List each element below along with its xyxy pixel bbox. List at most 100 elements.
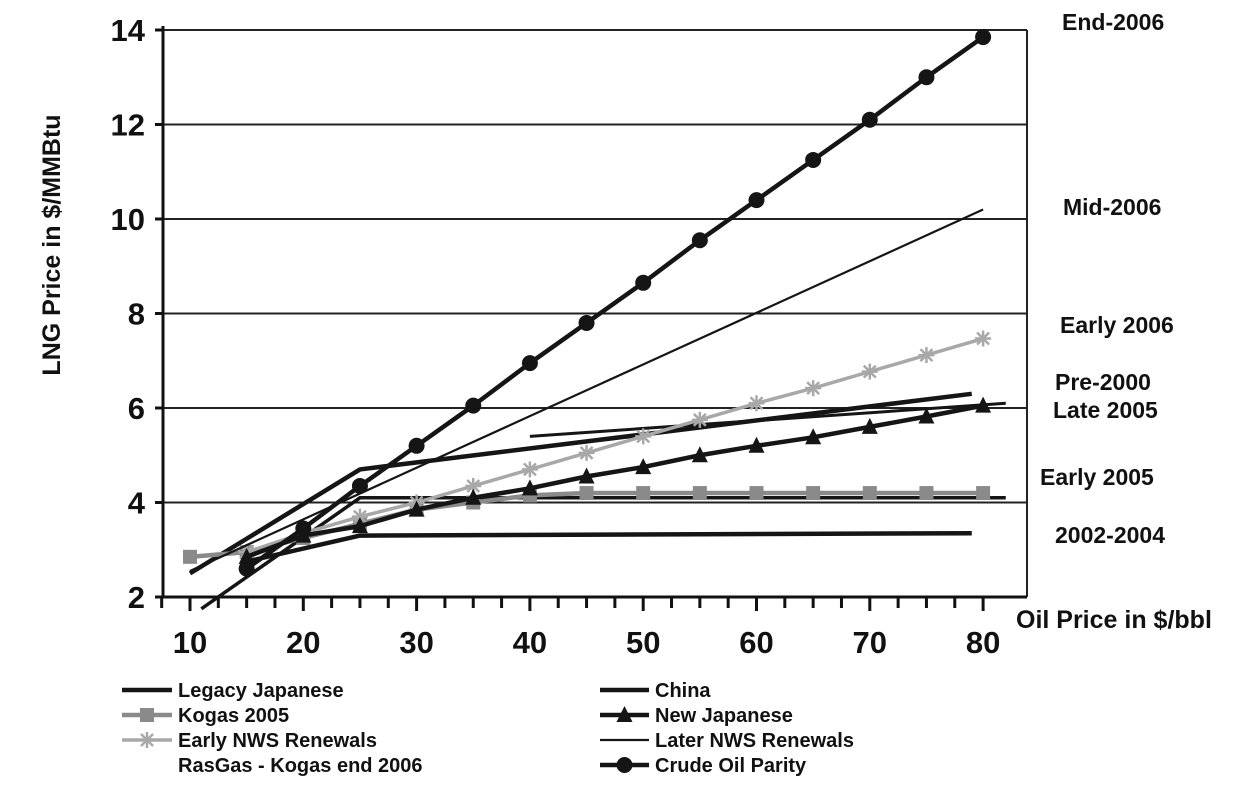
data-point-early-nws-renewals-4 (465, 477, 482, 494)
legend-marker-early-nws-renewals (139, 732, 155, 748)
annotation-end-2006: End-2006 (1062, 9, 1164, 35)
legend-marker-kogas-2005 (140, 708, 154, 722)
legend-marker-new-japanese (616, 706, 633, 722)
data-point-kogas-2005-13 (919, 486, 934, 501)
series-legacy-japanese (188, 391, 973, 576)
legend-label-china: China (655, 680, 711, 702)
chart-series (183, 29, 1006, 611)
legend-item-china: China (600, 680, 711, 702)
data-point-kogas-2005-10 (749, 486, 764, 501)
series-line-china (246, 530, 972, 564)
y-tick-label-14: 14 (111, 13, 146, 48)
x-tick-label-20: 20 (286, 625, 320, 660)
series-crude-oil-parity (238, 29, 992, 577)
legend-label-early-nws-renewals: Early NWS Renewals (178, 730, 377, 752)
data-point-crude-oil-parity-1 (295, 520, 312, 537)
data-point-kogas-2005-12 (862, 486, 877, 501)
data-point-crude-oil-parity-7 (635, 274, 652, 291)
data-point-crude-oil-parity-13 (975, 29, 992, 46)
legend-item-early-nws-renewals: Early NWS Renewals (122, 730, 377, 752)
data-point-crude-oil-parity-9 (748, 192, 765, 209)
data-point-kogas-2005-14 (976, 486, 991, 501)
data-point-new-japanese-2 (351, 517, 368, 534)
data-point-kogas-2005-8 (636, 486, 651, 501)
legend-label-kogas-2005: Kogas 2005 (178, 705, 289, 727)
data-point-kogas-2005-9 (692, 486, 707, 501)
data-point-new-japanese-7 (635, 458, 652, 475)
annotation-2002-2004: 2002-2004 (1055, 522, 1165, 548)
y-tick-label-2: 2 (128, 580, 145, 615)
legend-item-kogas-2005: Kogas 2005 (122, 705, 289, 727)
legend-label-later-nws-renewals: Later NWS Renewals (655, 730, 854, 752)
x-tick-label-10: 10 (173, 625, 207, 660)
legend-item-new-japanese: New Japanese (600, 705, 793, 727)
data-point-new-japanese-6 (578, 467, 595, 484)
y-tick-label-12: 12 (111, 108, 145, 143)
data-point-new-japanese-8 (691, 446, 708, 463)
y-axis-title: LNG Price in $/MMBtu (38, 114, 66, 375)
data-point-crude-oil-parity-0 (238, 560, 255, 577)
data-point-crude-oil-parity-6 (578, 314, 595, 331)
x-tick-label-40: 40 (513, 625, 547, 660)
y-tick-label-6: 6 (128, 391, 145, 426)
data-point-new-japanese-4 (465, 488, 482, 505)
grid-lines (163, 29, 1028, 597)
axes: 2 4 6 8 10 12 14 10 20 30 40 50 60 70 80 (111, 13, 1027, 660)
data-point-early-nws-renewals-5 (521, 461, 538, 478)
data-point-crude-oil-parity-3 (408, 437, 425, 454)
legend-item-legacy-japanese: Legacy Japanese (122, 680, 344, 702)
data-point-new-japanese-9 (748, 436, 765, 453)
legend-item-crude-oil-parity: Crude Oil Parity (600, 755, 807, 777)
data-point-crude-oil-parity-5 (521, 355, 538, 372)
annotation-pre-2000: Pre-2000 (1055, 369, 1151, 395)
y-tick-label-4: 4 (128, 486, 146, 521)
data-point-new-japanese-13 (975, 396, 992, 413)
series-line-new-japanese (245, 403, 984, 559)
period-annotations: End-2006 Mid-2006 Early 2006 Pre-2000 La… (1040, 9, 1174, 548)
legend-label-legacy-japanese: Legacy Japanese (178, 680, 344, 702)
x-tick-label-70: 70 (853, 625, 887, 660)
annotation-late-2005: Late 2005 (1053, 397, 1158, 423)
data-point-early-nws-renewals-12 (918, 347, 935, 364)
annotation-early-2006: Early 2006 (1060, 312, 1174, 338)
x-tick-label-30: 30 (399, 625, 433, 660)
series-line-crude-oil-parity (245, 35, 985, 571)
data-point-new-japanese-0 (238, 547, 255, 564)
data-point-crude-oil-parity-12 (918, 69, 935, 86)
annotation-early-2005: Early 2005 (1040, 464, 1154, 490)
data-point-new-japanese-12 (918, 407, 935, 424)
data-point-crude-oil-parity-11 (861, 111, 878, 128)
data-point-crude-oil-parity-8 (691, 232, 708, 249)
series-new-japanese (238, 396, 992, 564)
data-point-kogas-2005-0 (183, 549, 197, 564)
series-line-later-nws-renewals (189, 208, 984, 573)
data-point-kogas-2005-11 (806, 486, 821, 501)
data-point-new-japanese-11 (861, 417, 878, 434)
x-tick-label-80: 80 (966, 625, 1000, 660)
y-tick-label-10: 10 (111, 202, 145, 237)
data-point-early-nws-renewals-10 (805, 380, 822, 397)
data-point-early-nws-renewals-9 (748, 395, 765, 412)
legend-label-rasgas-kogas-end-2006: RasGas - Kogas end 2006 (178, 755, 423, 777)
legend-label-new-japanese: New Japanese (655, 705, 793, 727)
data-point-early-nws-renewals-13 (975, 330, 992, 347)
legend-marker-crude-oil-parity (616, 757, 633, 773)
data-point-crude-oil-parity-4 (465, 397, 482, 414)
series-line-early-nws-renewals (246, 336, 984, 554)
data-point-new-japanese-10 (805, 428, 822, 445)
data-point-early-nws-renewals-6 (578, 444, 595, 461)
data-point-early-nws-renewals-8 (691, 411, 708, 428)
annotation-mid-2006: Mid-2006 (1063, 194, 1161, 220)
x-axis-title: Oil Price in $/bbl (1016, 606, 1212, 634)
data-point-early-nws-renewals-11 (861, 363, 878, 380)
series-line-legacy-japanese (188, 391, 973, 576)
series-china (246, 530, 972, 564)
data-point-early-nws-renewals-7 (635, 428, 652, 445)
legend-label-crude-oil-parity: Crude Oil Parity (655, 755, 807, 777)
data-point-new-japanese-5 (521, 479, 538, 496)
x-tick-label-60: 60 (739, 625, 773, 660)
series-later-nws-renewals (189, 208, 984, 573)
legend-item-later-nws-renewals: Later NWS Renewals (600, 730, 854, 752)
legend-item-rasgas-kogas-end-2006: RasGas - Kogas end 2006 (178, 755, 423, 777)
